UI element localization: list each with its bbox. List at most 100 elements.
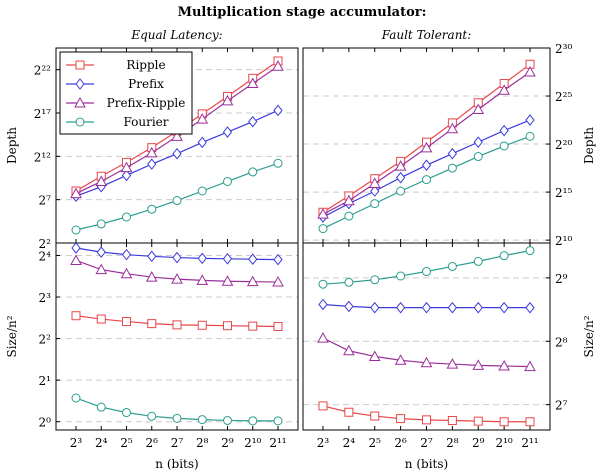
series-prefix-ripple xyxy=(70,60,284,199)
data-point xyxy=(120,267,133,279)
data-point xyxy=(147,250,157,263)
data-point xyxy=(145,271,158,282)
data-point xyxy=(223,176,232,186)
data-point xyxy=(525,131,535,141)
y-axis-label: Depth xyxy=(5,127,19,164)
data-point xyxy=(396,414,406,424)
data-point xyxy=(343,194,355,206)
data-point xyxy=(370,301,380,314)
data-point xyxy=(344,277,354,287)
data-point xyxy=(145,146,158,158)
data-point xyxy=(96,402,106,412)
data-point xyxy=(273,104,283,117)
y-tick-label: 2² xyxy=(39,333,52,347)
data-point xyxy=(273,253,283,266)
legend-entry: Fourier xyxy=(123,115,168,129)
data-point xyxy=(197,252,207,265)
data-point xyxy=(121,248,132,261)
data-point xyxy=(394,354,407,365)
plot-frame xyxy=(55,242,299,431)
data-point xyxy=(248,115,258,128)
x-tick-label: 2¹⁰ xyxy=(244,436,261,450)
data-point xyxy=(272,60,284,71)
data-point xyxy=(370,275,380,285)
data-point xyxy=(446,358,459,369)
data-point xyxy=(248,167,258,177)
data-point xyxy=(95,263,108,275)
legend-marker xyxy=(75,60,85,70)
data-point xyxy=(318,298,328,311)
data-point xyxy=(221,275,234,286)
y-tick-label: 2⁸ xyxy=(555,335,568,349)
legend-entry: Ripple xyxy=(126,58,165,72)
data-point xyxy=(147,158,157,170)
data-point xyxy=(396,186,406,196)
data-point xyxy=(172,251,182,264)
data-point xyxy=(344,211,354,221)
x-axis-label: n (bits) xyxy=(405,457,448,471)
series-fourier xyxy=(318,246,535,289)
y-tick-label: 2¹⁷ xyxy=(34,107,51,121)
x-tick-label: 2⁶ xyxy=(394,436,407,450)
data-point xyxy=(525,246,535,256)
data-point xyxy=(344,300,354,313)
data-point xyxy=(499,301,509,314)
x-tick-label: 2³ xyxy=(70,436,83,450)
data-point xyxy=(71,225,81,235)
y-tick-label: 2²² xyxy=(34,64,51,78)
data-point xyxy=(120,161,133,173)
data-point xyxy=(472,359,485,370)
data-point xyxy=(197,415,207,425)
x-tick-label: 2⁶ xyxy=(146,436,159,450)
x-tick-label: 2⁴ xyxy=(95,436,108,450)
data-point xyxy=(394,160,407,171)
data-point xyxy=(525,301,535,314)
data-point xyxy=(421,301,432,314)
data-point xyxy=(422,267,431,277)
panel-top-right: 2¹⁰ 2¹⁵ 2²⁰ 2²⁵ 2³⁰ Fault Tolerant: Depth xyxy=(302,28,596,248)
data-point xyxy=(122,317,131,327)
data-point xyxy=(196,274,209,285)
x-tick-label: 2⁴ xyxy=(343,436,356,450)
data-point xyxy=(370,411,380,421)
data-point xyxy=(395,171,406,184)
data-point xyxy=(246,275,259,287)
data-point xyxy=(147,411,157,421)
series-ripple xyxy=(71,311,283,332)
data-point xyxy=(248,321,258,331)
data-point xyxy=(147,319,157,329)
data-point xyxy=(172,413,182,423)
data-point xyxy=(273,322,283,332)
data-point xyxy=(197,136,207,149)
x-tick-label: 2⁷ xyxy=(171,436,184,450)
data-point xyxy=(172,196,182,206)
y-tick-label: 2² xyxy=(39,237,52,251)
data-point xyxy=(223,415,232,425)
data-point xyxy=(447,163,457,173)
y-tick-label: 2²⁵ xyxy=(555,90,572,104)
data-point xyxy=(447,147,458,160)
x-tick-label: 2⁹ xyxy=(472,436,485,450)
series-prefix-ripple xyxy=(317,332,536,372)
data-point xyxy=(273,416,283,426)
data-point xyxy=(396,271,406,281)
panel-title: Fault Tolerant: xyxy=(381,28,472,42)
data-point xyxy=(71,311,81,321)
legend-marker xyxy=(74,96,86,108)
data-point xyxy=(421,159,432,171)
series-prefix-ripple xyxy=(70,254,284,287)
data-point xyxy=(318,224,328,234)
data-point xyxy=(71,242,81,254)
data-point xyxy=(420,141,433,153)
data-point xyxy=(96,314,106,324)
data-point xyxy=(395,301,406,314)
series-prefix xyxy=(71,242,283,266)
data-point xyxy=(447,415,457,425)
y-tick-label: 2³ xyxy=(39,291,52,305)
y-tick-label: 2¹ xyxy=(39,374,51,388)
data-point xyxy=(447,261,457,271)
data-point xyxy=(422,175,431,185)
data-point xyxy=(447,301,458,314)
series-fourier xyxy=(318,131,535,234)
